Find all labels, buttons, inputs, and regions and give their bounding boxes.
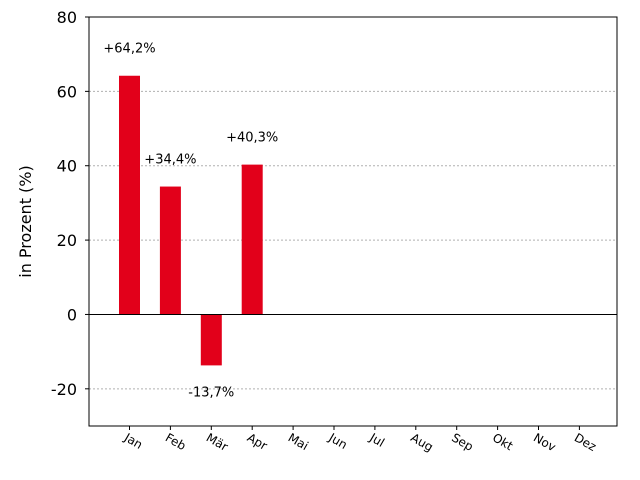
x-tick-label: Okt xyxy=(490,430,516,453)
x-axis-ticks: Jan Feb Mär Apr Mai Jun Jul Aug Sep Okt Nov Dez xyxy=(121,426,599,454)
y-axis-label: in Prozent (%) xyxy=(16,165,35,277)
y-tick-label: -20 xyxy=(51,380,77,399)
x-tick-label: Mai xyxy=(286,430,311,453)
y-tick-label: 0 xyxy=(67,305,77,324)
bar xyxy=(159,186,181,315)
x-tick-label: Jan xyxy=(121,430,145,452)
plot-frame xyxy=(88,16,618,427)
x-tick-label: Nov xyxy=(531,430,558,454)
y-tick-label: 60 xyxy=(57,82,77,101)
bar xyxy=(241,164,263,315)
x-tick-label: Feb xyxy=(163,430,188,453)
x-tick-label: Mär xyxy=(204,430,231,453)
data-label: +40,3% xyxy=(226,131,278,146)
y-tick-label: 80 xyxy=(57,8,77,27)
x-tick-label: Dez xyxy=(572,430,599,454)
y-tick-label: 40 xyxy=(57,157,77,176)
bar xyxy=(200,314,222,366)
x-tick-label: Aug xyxy=(408,430,435,454)
x-tick-label: Sep xyxy=(449,430,476,453)
y-tick-label: 20 xyxy=(57,231,77,250)
bars xyxy=(119,75,590,366)
data-labels: +64,2% +34,4% -13,7% +40,3% xyxy=(103,42,278,401)
x-tick-label: Apr xyxy=(245,430,270,453)
y-axis-ticks: -20 0 20 40 60 80 xyxy=(51,8,89,399)
x-tick-label: Jul xyxy=(367,430,387,450)
data-label: -13,7% xyxy=(188,385,234,400)
bar xyxy=(119,75,140,315)
x-tick-label: Jun xyxy=(326,430,350,452)
data-label: +64,2% xyxy=(103,42,155,57)
data-label: +34,4% xyxy=(144,153,196,168)
